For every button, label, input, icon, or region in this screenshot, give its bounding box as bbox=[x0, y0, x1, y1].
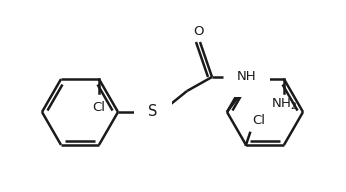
Text: S: S bbox=[148, 104, 158, 119]
Text: NH: NH bbox=[237, 70, 257, 84]
Text: Cl: Cl bbox=[92, 101, 106, 114]
Text: NH$_2$: NH$_2$ bbox=[271, 97, 297, 112]
Text: O: O bbox=[193, 25, 203, 38]
Text: Cl: Cl bbox=[252, 114, 265, 127]
